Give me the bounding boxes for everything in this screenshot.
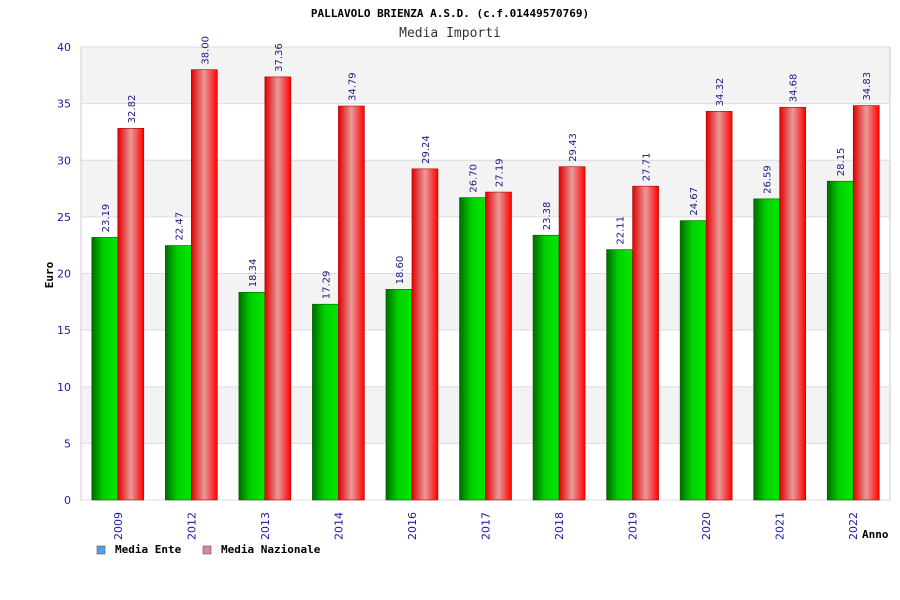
chart-title: PALLAVOLO BRIENZA A.S.D. (c.f.0144957076… <box>311 7 589 20</box>
data-label: 37.36 <box>274 43 285 72</box>
data-label: 18.34 <box>248 259 259 288</box>
bar-media-ente <box>165 245 192 501</box>
bar-media-nazionale <box>779 106 806 501</box>
data-label: 34.79 <box>347 72 358 101</box>
y-axis-label: Euro <box>43 261 56 288</box>
data-labels: 23.19 32.82 22.47 38.00 18.34 37.36 17.29 34.79… <box>101 36 873 299</box>
bars <box>91 69 880 501</box>
bar-media-nazionale <box>705 111 733 501</box>
legend-label-media-ente: Media Ente <box>115 543 182 556</box>
y-tick-label: 25 <box>57 211 71 224</box>
y-tick-label: 30 <box>57 154 71 167</box>
x-tick-label: 2021 <box>774 512 787 540</box>
data-label: 34.83 <box>862 72 873 101</box>
y-tick-label: 15 <box>57 324 71 337</box>
legend: Media Ente Media Nazionale <box>96 543 321 556</box>
bar-media-nazionale <box>485 191 512 501</box>
data-label: 32.82 <box>127 95 138 124</box>
bar-media-ente <box>385 289 413 501</box>
data-label: 23.38 <box>542 202 553 231</box>
bar-media-nazionale <box>117 128 145 501</box>
y-axis-ticks: 0 5 10 15 20 25 30 35 40 <box>57 41 71 507</box>
data-label: 27.71 <box>642 153 653 182</box>
data-label: 38.00 <box>200 36 211 65</box>
x-tick-label: 2020 <box>700 512 713 540</box>
bar-media-ente <box>606 249 633 501</box>
y-tick-label: 10 <box>57 381 71 394</box>
x-tick-label: 2012 <box>185 512 198 540</box>
data-label: 22.11 <box>616 216 627 245</box>
chart-subtitle: Media Importi <box>399 26 501 41</box>
x-tick-label: 2016 <box>406 512 419 540</box>
data-label: 22.47 <box>174 212 185 241</box>
bar-media-nazionale <box>558 166 586 501</box>
bar-media-ente <box>753 198 780 501</box>
y-tick-label: 20 <box>57 268 71 281</box>
data-label: 29.43 <box>568 133 579 162</box>
bar-media-nazionale <box>852 105 880 501</box>
bar-media-ente <box>532 234 560 501</box>
y-tick-label: 35 <box>57 98 71 111</box>
bar-media-ente <box>312 303 339 501</box>
legend-swatch-media-nazionale <box>202 545 212 555</box>
data-label: 24.67 <box>689 187 700 216</box>
data-label: 27.19 <box>495 158 506 187</box>
x-axis-label: Anno <box>862 528 889 541</box>
data-label: 26.70 <box>469 164 480 193</box>
data-label: 18.60 <box>395 256 406 285</box>
x-tick-label: 2009 <box>112 512 125 540</box>
bar-media-ente <box>826 180 854 501</box>
bar-media-ente <box>238 291 266 501</box>
legend-label-media-nazionale: Media Nazionale <box>221 543 321 556</box>
data-label: 23.19 <box>101 204 112 233</box>
y-tick-label: 0 <box>64 494 71 507</box>
data-label: 28.15 <box>836 148 847 177</box>
legend-swatch-media-ente <box>96 545 106 555</box>
x-tick-label: 2013 <box>259 512 272 540</box>
x-tick-label: 2017 <box>480 512 493 540</box>
data-label: 17.29 <box>321 271 332 300</box>
bar-media-nazionale <box>632 185 659 501</box>
bar-media-ente <box>459 197 486 501</box>
data-label: 26.59 <box>763 165 774 194</box>
data-label: 34.32 <box>715 78 726 107</box>
bar-media-nazionale <box>264 76 292 501</box>
bar-media-ente <box>679 220 707 501</box>
x-axis-ticks: 2009 2012 2013 2014 2016 2017 2018 2019 2020 2021… <box>112 512 860 540</box>
bar-media-nazionale <box>191 69 218 501</box>
bar-media-nazionale <box>338 105 365 501</box>
bar-media-nazionale <box>411 168 439 501</box>
x-tick-label: 2014 <box>332 512 345 540</box>
data-label: 29.24 <box>421 135 432 164</box>
y-tick-label: 5 <box>64 437 71 450</box>
data-label: 34.68 <box>789 74 800 103</box>
x-tick-label: 2022 <box>847 512 860 540</box>
x-tick-label: 2019 <box>627 512 640 540</box>
x-tick-label: 2018 <box>553 512 566 540</box>
bar-media-ente <box>91 237 119 501</box>
y-tick-label: 40 <box>57 41 71 54</box>
